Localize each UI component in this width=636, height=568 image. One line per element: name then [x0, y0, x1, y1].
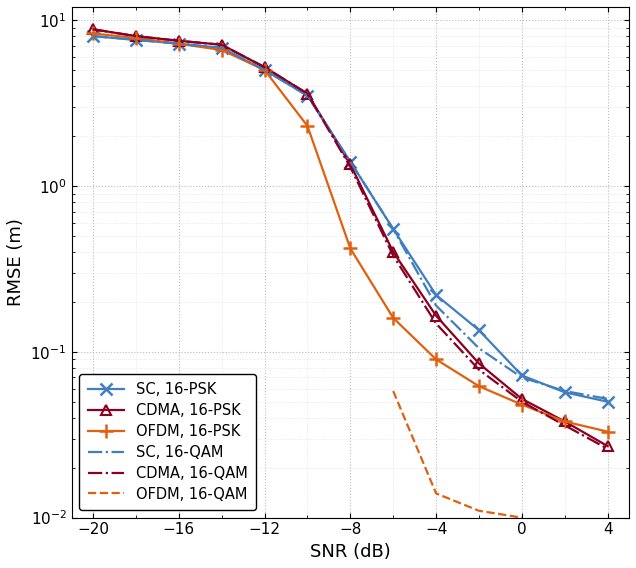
CDMA, 16-PSK [89, 26, 97, 33]
CDMA, 16-QAM [132, 33, 140, 40]
SC, 16-QAM [561, 387, 569, 394]
X-axis label: SNR (dB): SNR (dB) [310, 543, 391, 561]
CDMA, 16-QAM [518, 398, 526, 405]
SC, 16-QAM [475, 345, 483, 352]
CDMA, 16-PSK [347, 161, 354, 168]
SC, 16-QAM [89, 33, 97, 40]
CDMA, 16-QAM [604, 445, 611, 452]
SC, 16-QAM [389, 225, 397, 232]
SC, 16-PSK [518, 372, 526, 379]
CDMA, 16-QAM [89, 26, 97, 33]
Line: CDMA, 16-PSK: CDMA, 16-PSK [88, 24, 612, 451]
CDMA, 16-QAM [175, 37, 183, 44]
SC, 16-PSK [347, 158, 354, 165]
SC, 16-PSK [261, 66, 268, 73]
CDMA, 16-PSK [561, 418, 569, 425]
OFDM, 16-QAM [518, 514, 526, 521]
SC, 16-PSK [475, 327, 483, 333]
SC, 16-PSK [175, 40, 183, 47]
OFDM, 16-PSK [303, 123, 311, 130]
CDMA, 16-QAM [475, 366, 483, 373]
SC, 16-PSK [432, 291, 440, 298]
CDMA, 16-PSK [303, 90, 311, 97]
CDMA, 16-PSK [261, 64, 268, 70]
SC, 16-PSK [389, 225, 397, 232]
Line: SC, 16-QAM: SC, 16-QAM [93, 36, 607, 399]
Line: SC, 16-PSK: SC, 16-PSK [88, 31, 613, 407]
CDMA, 16-PSK [389, 249, 397, 256]
SC, 16-QAM [175, 40, 183, 47]
CDMA, 16-PSK [175, 37, 183, 44]
OFDM, 16-QAM [432, 490, 440, 497]
Line: OFDM, 16-PSK: OFDM, 16-PSK [86, 27, 614, 438]
Y-axis label: RMSE (m): RMSE (m) [7, 218, 25, 306]
OFDM, 16-QAM [389, 387, 397, 394]
Line: CDMA, 16-QAM: CDMA, 16-QAM [93, 30, 607, 449]
CDMA, 16-PSK [604, 442, 611, 449]
OFDM, 16-PSK [218, 47, 226, 53]
CDMA, 16-PSK [218, 41, 226, 48]
OFDM, 16-PSK [518, 401, 526, 408]
CDMA, 16-QAM [303, 90, 311, 97]
OFDM, 16-PSK [347, 245, 354, 252]
SC, 16-PSK [604, 398, 611, 405]
CDMA, 16-QAM [389, 252, 397, 259]
OFDM, 16-QAM [475, 507, 483, 514]
CDMA, 16-QAM [561, 422, 569, 429]
CDMA, 16-PSK [132, 33, 140, 40]
SC, 16-QAM [303, 92, 311, 99]
SC, 16-QAM [432, 302, 440, 309]
SC, 16-PSK [132, 36, 140, 43]
SC, 16-PSK [561, 389, 569, 396]
OFDM, 16-PSK [432, 356, 440, 363]
CDMA, 16-PSK [475, 360, 483, 367]
SC, 16-QAM [132, 36, 140, 43]
OFDM, 16-PSK [604, 428, 611, 435]
Line: OFDM, 16-QAM: OFDM, 16-QAM [393, 391, 522, 517]
OFDM, 16-PSK [89, 30, 97, 37]
CDMA, 16-PSK [432, 312, 440, 319]
OFDM, 16-PSK [132, 35, 140, 41]
SC, 16-PSK [89, 33, 97, 40]
OFDM, 16-PSK [561, 418, 569, 425]
SC, 16-QAM [518, 374, 526, 381]
CDMA, 16-PSK [518, 395, 526, 402]
SC, 16-PSK [303, 92, 311, 99]
SC, 16-QAM [261, 66, 268, 73]
CDMA, 16-QAM [432, 320, 440, 327]
CDMA, 16-QAM [261, 64, 268, 70]
Legend: SC, 16-PSK, CDMA, 16-PSK, OFDM, 16-PSK, SC, 16-QAM, CDMA, 16-QAM, OFDM, 16-QAM: SC, 16-PSK, CDMA, 16-PSK, OFDM, 16-PSK, … [79, 374, 256, 510]
CDMA, 16-QAM [218, 41, 226, 48]
SC, 16-QAM [604, 395, 611, 402]
SC, 16-PSK [218, 44, 226, 51]
OFDM, 16-PSK [175, 40, 183, 47]
SC, 16-QAM [218, 44, 226, 51]
OFDM, 16-PSK [261, 66, 268, 73]
CDMA, 16-QAM [347, 164, 354, 170]
OFDM, 16-PSK [389, 315, 397, 321]
OFDM, 16-PSK [475, 383, 483, 390]
SC, 16-QAM [347, 158, 354, 165]
